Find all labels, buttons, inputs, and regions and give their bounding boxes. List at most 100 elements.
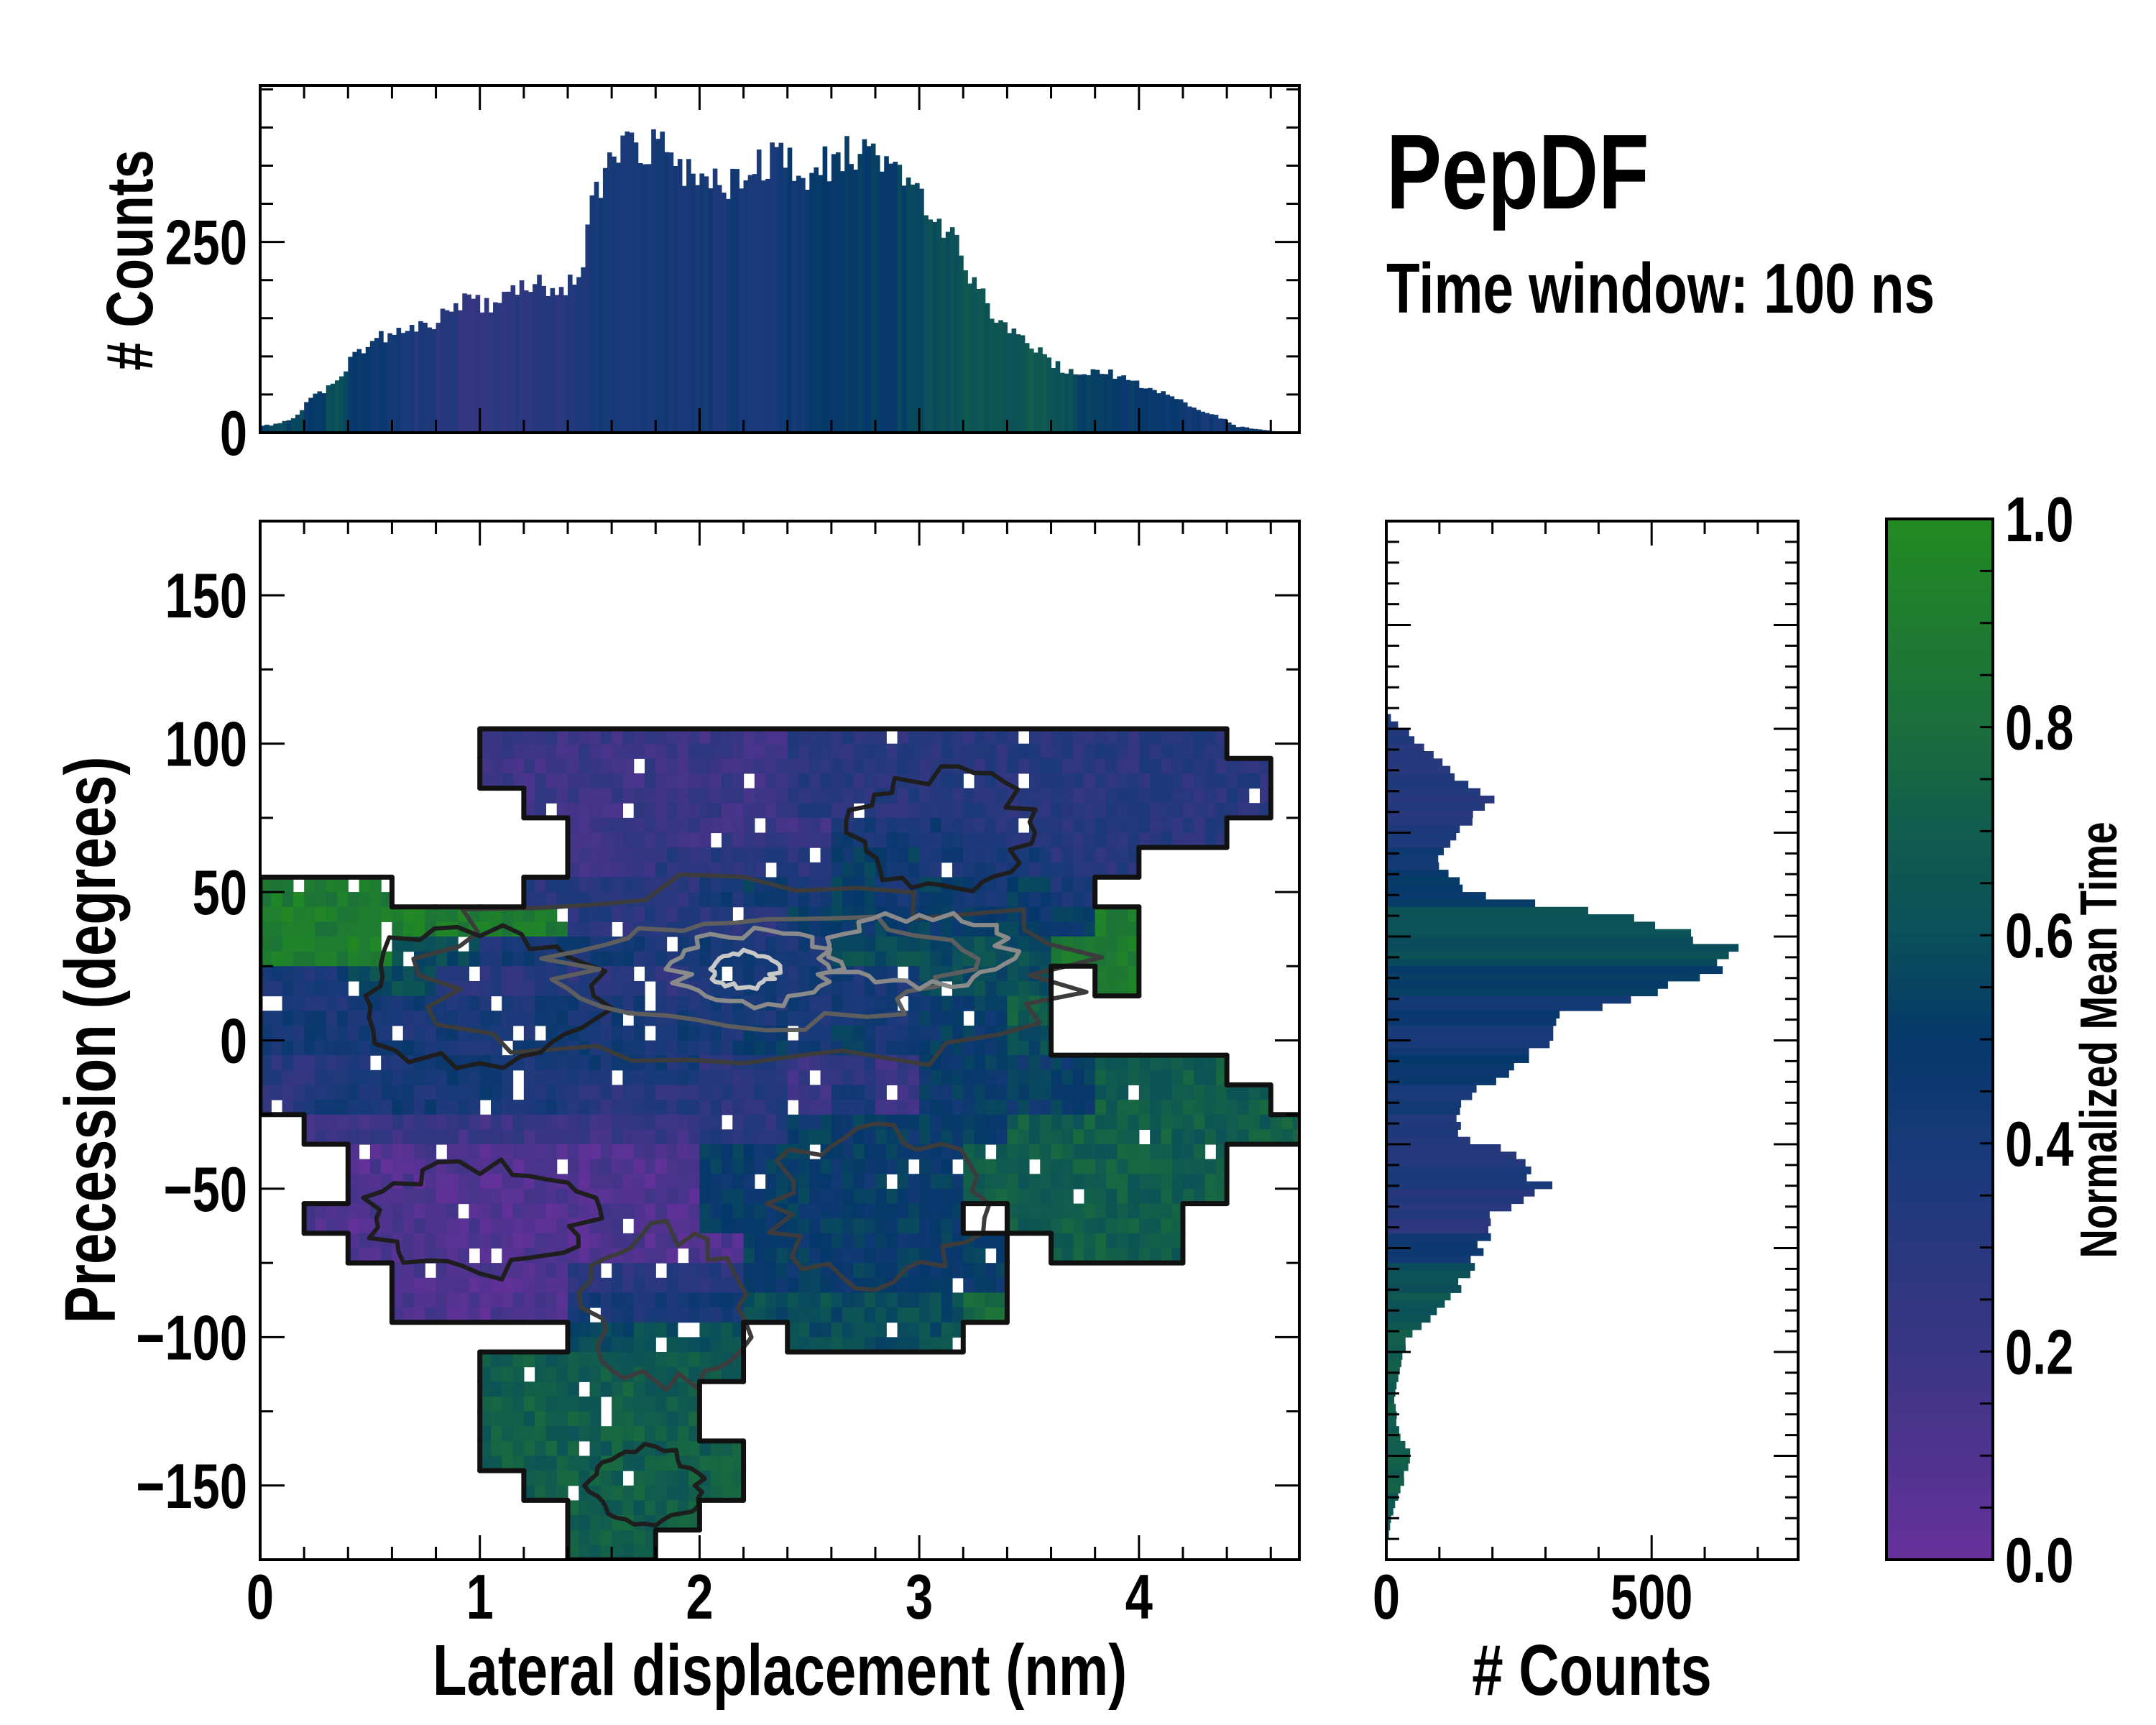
heatmap-cell (1073, 743, 1085, 759)
heatmap-cell (260, 921, 272, 937)
heatmap-cell (612, 788, 624, 804)
heatmap-cell (798, 1307, 810, 1323)
heatmap-cell (886, 847, 898, 863)
heatmap-cell (271, 951, 283, 967)
heatmap-cell (1051, 847, 1063, 863)
heatmap-cell (512, 1011, 525, 1026)
heatmap-cell (304, 966, 316, 982)
heatmap-cell (765, 1100, 778, 1116)
heatmap-cell (941, 1174, 953, 1190)
heatmap-cell (282, 892, 294, 908)
top-histogram-bar (822, 146, 828, 433)
heatmap-cell (425, 1040, 437, 1056)
heatmap-cell (677, 877, 689, 893)
heatmap-cell (1150, 788, 1162, 804)
heatmap-cell (776, 1040, 788, 1056)
heatmap-cell (776, 1100, 788, 1116)
colorbar-segment (1886, 1057, 1993, 1066)
heatmap-cell (1204, 788, 1217, 804)
heatmap-cell (1018, 847, 1030, 863)
heatmap-cell (369, 877, 382, 893)
colorbar-segment (1886, 1334, 1993, 1343)
heatmap-cell (688, 1307, 701, 1323)
heatmap-cell (677, 1277, 689, 1294)
heatmap-cell (502, 773, 514, 789)
top-histogram-bar (466, 294, 471, 433)
top-histogram-bar (1003, 322, 1008, 433)
colorbar-segment (1886, 614, 1993, 624)
heatmap-cell (963, 1085, 975, 1100)
heatmap-cell (930, 892, 942, 908)
heatmap-cell (655, 1352, 668, 1368)
heatmap-cell (304, 1070, 316, 1086)
top-histogram-bar (1112, 378, 1118, 433)
top-histogram-bar (651, 129, 656, 433)
heatmap-cell (612, 1114, 624, 1130)
heatmap-cell (798, 1129, 810, 1145)
heatmap-cell (666, 832, 678, 848)
top-histogram-bar (1051, 367, 1056, 433)
heatmap-cell (798, 1114, 810, 1130)
heatmap-cell (600, 1174, 612, 1190)
colorbar-segment (1886, 684, 1993, 693)
heatmap-cell (919, 921, 931, 937)
heatmap-cell (622, 1100, 635, 1116)
heatmap-cell (304, 921, 316, 937)
heatmap-cell (1105, 906, 1118, 922)
heatmap-cell (326, 1085, 338, 1100)
heatmap-cell (1182, 758, 1194, 774)
heatmap-cell (633, 1337, 645, 1353)
heatmap-cell (1084, 1144, 1096, 1160)
heatmap-cell (336, 1100, 349, 1116)
heatmap-cell (523, 1233, 535, 1249)
top-histogram-bar (954, 234, 959, 433)
right-histogram-bar (1386, 1448, 1411, 1456)
heatmap-cell (1117, 921, 1129, 937)
heatmap-cell (567, 877, 579, 893)
heatmap-cell (1215, 788, 1227, 804)
heatmap-cell (348, 1070, 360, 1086)
top-histogram-bar (862, 139, 867, 433)
heatmap-cell (897, 1174, 909, 1190)
heatmap-cell (677, 729, 689, 745)
heatmap-cell (930, 803, 942, 819)
heatmap-cell (699, 1159, 711, 1174)
heatmap-cell (567, 995, 579, 1011)
right-histogram-bar (1386, 1136, 1470, 1145)
heatmap-cell (392, 1114, 404, 1130)
heatmap-cell (469, 1307, 481, 1323)
heatmap-cell (589, 1500, 602, 1516)
heatmap-cell (930, 862, 942, 878)
heatmap-cell (787, 817, 799, 834)
heatmap-cell (831, 758, 843, 774)
right-histogram-bar (1386, 1418, 1396, 1427)
heatmap-cell (633, 906, 645, 922)
colorbar-tick-label: 0.0 (2005, 1525, 2073, 1596)
heatmap-cell (688, 1100, 701, 1116)
heatmap-cell (941, 729, 953, 745)
heatmap-cell (622, 1070, 635, 1086)
heatmap-cell (348, 1159, 360, 1174)
heatmap-cell (402, 1159, 415, 1174)
heatmap-cell (1073, 758, 1085, 774)
heatmap-cell (425, 1085, 437, 1100)
heatmap-cell (897, 1025, 909, 1041)
heatmap-cell (776, 1174, 788, 1190)
heatmap-cell (644, 1263, 656, 1279)
heatmap-cell (644, 1203, 656, 1219)
heatmap-cell (315, 1070, 327, 1086)
heatmap-cell (381, 906, 393, 922)
heatmap-cell (831, 1159, 843, 1174)
heatmap-cell (535, 803, 547, 819)
heatmap-cell (304, 951, 316, 967)
heatmap-cell (392, 921, 404, 937)
heatmap-cell (1061, 743, 1074, 759)
heatmap-cell (1040, 1055, 1052, 1071)
heatmap-cell (798, 803, 810, 819)
heatmap-cell (326, 1129, 338, 1145)
right-histogram-bar (1386, 995, 1631, 1004)
heatmap-cell (579, 1070, 591, 1086)
heatmap-cell (535, 1277, 547, 1294)
heatmap-cell (425, 1100, 437, 1116)
